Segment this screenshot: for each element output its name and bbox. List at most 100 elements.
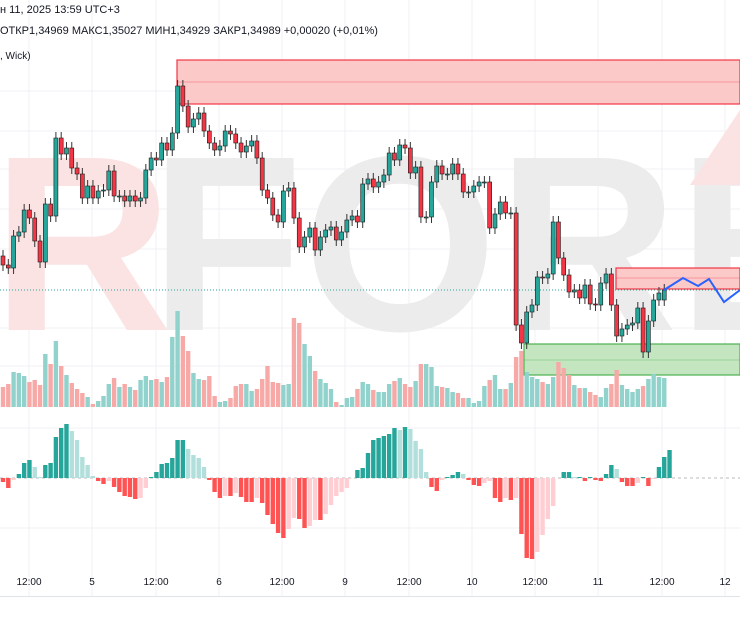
- volume-bar: [466, 398, 471, 407]
- candle-up: [376, 181, 381, 188]
- oscillator-bar: [482, 478, 487, 483]
- candle-up: [434, 165, 440, 183]
- candle-up: [534, 276, 540, 306]
- candle-up: [598, 282, 604, 306]
- candle-down: [519, 324, 524, 344]
- oscillator-bar: [170, 458, 175, 478]
- volume-bar: [619, 385, 625, 407]
- candle-down: [74, 167, 80, 175]
- volume-bar: [371, 390, 376, 407]
- candle-down: [201, 112, 207, 132]
- oscillator-bar: [408, 429, 413, 478]
- volume-bar: [53, 341, 59, 407]
- volume-bar: [603, 388, 609, 407]
- oscillator-bar: [96, 478, 101, 481]
- volume-bar: [148, 380, 154, 407]
- header-ohlc: ОТКР1,34969 МАКС1,35027 МИН1,34929 ЗАКР1…: [0, 25, 378, 37]
- candle-up: [381, 174, 387, 183]
- candle-up: [482, 181, 487, 184]
- candle-down: [593, 303, 598, 306]
- forecast-line: [663, 276, 740, 304]
- candle-down: [185, 105, 191, 128]
- candle-up: [651, 299, 656, 322]
- candle-down: [207, 130, 212, 144]
- oscillator-bar: [381, 436, 387, 478]
- candle-down: [296, 217, 302, 248]
- x-tick-label: 10: [466, 577, 478, 588]
- candle-down: [503, 201, 508, 214]
- candle-up: [217, 145, 223, 151]
- oscillator-bar: [138, 478, 143, 498]
- volume-bar: [360, 382, 365, 407]
- oscillator-bar: [603, 474, 609, 478]
- volume-bar: [265, 366, 270, 407]
- x-tick-label: 12:00: [269, 577, 295, 588]
- candle-up: [16, 231, 22, 237]
- candle-up: [85, 185, 90, 199]
- resistance-zone: [176, 59, 740, 105]
- volume-bar: [503, 389, 508, 407]
- volume-bar: [21, 376, 27, 407]
- volume-bar: [651, 374, 656, 407]
- oscillator-bar: [334, 478, 339, 496]
- volume-bar: [598, 397, 603, 407]
- oscillator-bar: [455, 472, 461, 478]
- volume-bar: [180, 336, 186, 407]
- oscillator-bar: [133, 478, 138, 499]
- volume-bar: [275, 383, 281, 407]
- volume-bar: [117, 387, 122, 407]
- oscillator-bar: [43, 465, 48, 478]
- candle-up: [450, 163, 455, 175]
- candle-up: [624, 324, 630, 330]
- volume-bar: [307, 356, 313, 407]
- volume-bar: [217, 402, 223, 407]
- candle-down: [640, 307, 646, 353]
- oscillator-bar: [386, 434, 392, 478]
- candle-down: [566, 274, 572, 293]
- oscillator-bar: [365, 453, 371, 478]
- candle-down: [333, 226, 339, 241]
- candle-up: [302, 236, 307, 248]
- candle-up: [95, 190, 101, 199]
- volume-bar: [408, 387, 413, 407]
- oscillator-bar: [545, 478, 551, 519]
- volume-bar: [0, 387, 6, 407]
- candle-up: [249, 140, 254, 147]
- oscillator-bar: [434, 478, 439, 491]
- oscillator-bar: [291, 478, 297, 518]
- oscillator-bar: [429, 478, 434, 487]
- volume-bar: [614, 370, 619, 407]
- oscillator-bar: [402, 427, 408, 478]
- oscillator-bar: [217, 478, 223, 498]
- candle-up: [492, 213, 498, 229]
- x-tick-label: 9: [342, 577, 348, 588]
- oscillator-bar: [302, 478, 307, 528]
- candle-down: [69, 147, 75, 169]
- oscillator-bar: [111, 478, 117, 487]
- oscillator-bar: [503, 478, 508, 498]
- oscillator-bar: [122, 478, 127, 496]
- candle-down: [455, 163, 461, 175]
- candle-up: [365, 178, 371, 185]
- volume-bar: [233, 386, 238, 407]
- volume-bar: [439, 387, 445, 407]
- svg-text:R: R: [0, 104, 173, 383]
- candle-up: [43, 203, 48, 263]
- indicator-legend[interactable]: , Wick): [0, 51, 31, 62]
- candle-down: [402, 144, 408, 149]
- oscillator-bar: [207, 478, 212, 480]
- oscillator-bar: [80, 457, 85, 478]
- volume-bar: [133, 390, 138, 407]
- oscillator-bar: [74, 440, 80, 478]
- volume-bar: [625, 389, 630, 407]
- oscillator-bar: [85, 465, 90, 478]
- candle-up: [222, 130, 228, 147]
- candle-up: [386, 152, 392, 176]
- oscillator-bar: [640, 477, 646, 478]
- volume-bar: [96, 401, 101, 407]
- volume-bar: [376, 392, 381, 407]
- candle-up: [307, 227, 313, 238]
- volume-bar: [270, 382, 275, 407]
- candle-down: [355, 215, 360, 223]
